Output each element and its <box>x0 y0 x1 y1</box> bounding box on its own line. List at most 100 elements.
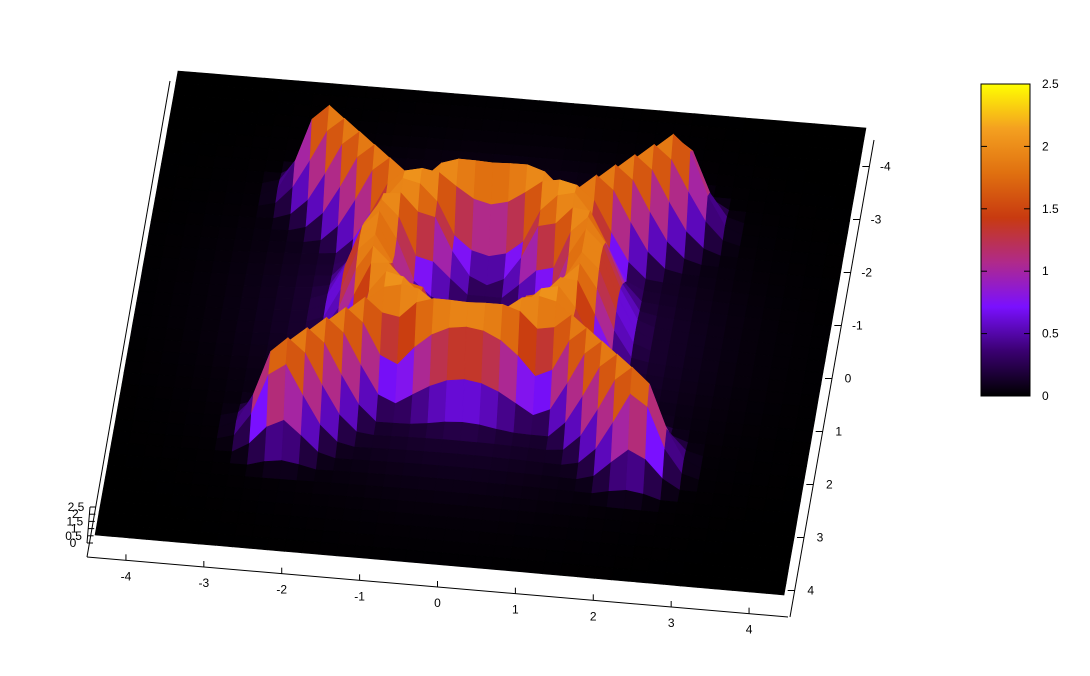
surface-facet <box>749 579 770 594</box>
surface-facet <box>192 365 213 379</box>
surface-facet <box>576 564 597 579</box>
surface-facet <box>769 462 790 477</box>
surface-facet <box>810 229 831 244</box>
surface-facet <box>674 111 695 126</box>
surface-facet <box>207 283 228 298</box>
surface-facet <box>182 518 203 533</box>
y-tick-label: 1 <box>835 425 842 439</box>
surface-facet <box>416 90 437 104</box>
surface-facet <box>811 123 832 138</box>
surface-facet <box>169 399 190 414</box>
surface-facet <box>229 355 250 369</box>
z-tick-label: 0.5 <box>65 529 82 543</box>
surface-facet <box>137 479 158 494</box>
surface-facet <box>455 453 476 469</box>
surface-facet <box>208 473 229 488</box>
surface-facet <box>251 228 272 242</box>
surface-facet <box>213 342 234 357</box>
surface-facet <box>240 488 261 502</box>
surface-facet <box>816 194 837 209</box>
surface-facet <box>767 474 788 489</box>
surface-facet <box>144 244 165 258</box>
colorbar-gradient <box>980 83 1031 397</box>
surface-facet <box>804 264 825 279</box>
surface-facet <box>113 418 134 433</box>
surface-facet <box>96 511 117 526</box>
surface-facet <box>116 501 137 516</box>
surface-facet <box>748 282 769 297</box>
surface-facet <box>415 211 436 263</box>
surface-facet <box>221 498 242 513</box>
surface-facet <box>756 142 777 157</box>
surface-facet <box>337 531 358 546</box>
surface-facet <box>142 350 163 364</box>
surface-facet <box>488 201 509 257</box>
surface-facet <box>815 300 836 315</box>
left-edge-line <box>86 80 171 558</box>
surface-facet <box>311 481 332 496</box>
surface-facet <box>235 320 256 334</box>
surface-facet <box>793 429 814 444</box>
surface-facet <box>461 379 482 426</box>
surface-facet <box>375 122 396 136</box>
surface-facet <box>149 315 170 329</box>
surface-facet <box>444 379 465 423</box>
surface-facet <box>537 487 558 503</box>
z-tick-label: 0 <box>70 536 77 550</box>
surface-facet <box>314 264 335 277</box>
surface-facet <box>751 365 772 380</box>
surface-facet <box>490 457 511 473</box>
surface-facet <box>713 185 734 200</box>
surface-facet <box>427 380 448 424</box>
surface-facet <box>784 380 805 395</box>
surface-facet <box>587 505 608 520</box>
surface-facet <box>260 477 281 492</box>
surface-facet <box>169 199 190 214</box>
surface-facet <box>604 507 625 522</box>
surface-facet <box>168 304 189 319</box>
surface-facet <box>173 470 194 485</box>
surface-facet <box>174 176 195 190</box>
surface-facet <box>362 97 383 112</box>
surface-facet <box>119 383 140 398</box>
surface-facet <box>729 494 750 509</box>
surface-facet <box>565 137 585 151</box>
surface-facet <box>776 523 797 537</box>
surface-facet <box>211 260 232 274</box>
surface-facet <box>125 348 146 363</box>
surface-facet <box>755 544 776 559</box>
surface-facet <box>764 295 784 310</box>
surface-facet <box>170 293 191 307</box>
surface-facet <box>203 108 224 122</box>
surface-facet <box>788 156 809 171</box>
surface-facet <box>478 130 499 144</box>
surface-facet <box>129 325 150 340</box>
surface-facet <box>439 552 460 567</box>
surface-facet <box>569 114 590 129</box>
surface-facet <box>446 326 467 381</box>
surface-facet <box>166 316 187 330</box>
surface-facet <box>740 328 761 343</box>
surface-facet <box>240 193 261 207</box>
surface-facet <box>251 524 272 539</box>
surface-facet <box>388 146 409 160</box>
surface-facet <box>757 236 778 251</box>
surface-facet <box>339 520 360 535</box>
surface-facet <box>498 120 519 134</box>
surface-facet <box>735 257 756 272</box>
surface-facet <box>803 370 824 385</box>
surface-facet <box>534 111 555 126</box>
surface-facet <box>233 331 254 346</box>
surface-facet <box>567 515 588 530</box>
surface-facet <box>272 113 293 128</box>
surface-facet <box>807 347 828 362</box>
surface-facet <box>262 460 283 480</box>
surface-facet <box>440 439 461 455</box>
surface-facet <box>527 548 548 563</box>
surface-facet <box>431 103 452 117</box>
surface-facet <box>671 525 692 540</box>
surface-facet <box>134 396 155 411</box>
surface-facet <box>393 512 414 527</box>
surface-facet <box>456 554 477 569</box>
